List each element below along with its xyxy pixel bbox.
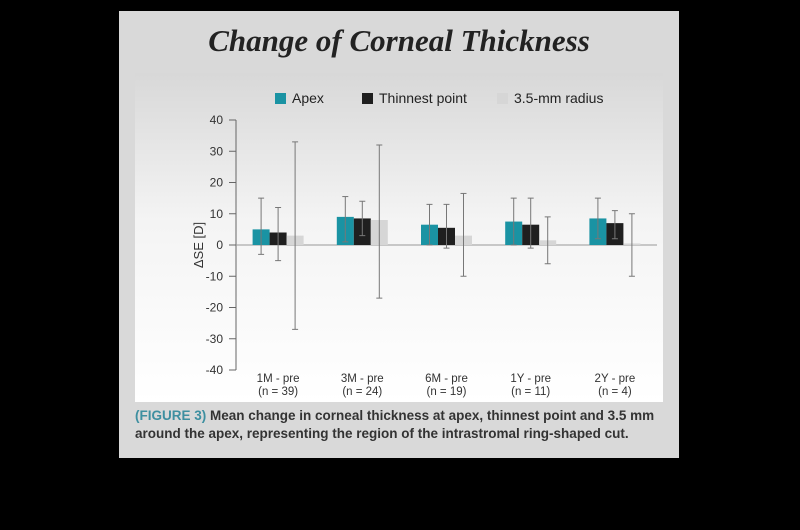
y-tick-label: -40 [206, 363, 224, 377]
y-tick-label: 0 [216, 238, 223, 252]
x-tick-label: 1M - pre [257, 373, 300, 385]
legend-label: 3.5-mm radius [514, 90, 603, 106]
x-tick-label: 2Y - pre [595, 373, 636, 385]
caption-label: (FIGURE 3) [135, 408, 207, 423]
figure-caption: (FIGURE 3) Mean change in corneal thickn… [135, 407, 665, 443]
legend-swatch [497, 93, 508, 104]
y-tick-label: 40 [210, 113, 224, 127]
x-tick-label: 6M - pre [425, 373, 468, 385]
y-axis: 40 30 20 10 0 -10 -20 -30 -40 [206, 113, 657, 377]
x-tick-sublabel: (n = 39) [258, 386, 298, 398]
figure-card: Change of Corneal Thickness Apex Thinnest… [119, 11, 679, 458]
bars [252, 141, 641, 330]
y-axis-label: ΔSE [D] [191, 222, 206, 268]
legend-swatch [275, 93, 286, 104]
caption-text: Mean change in corneal thickness at apex… [135, 408, 655, 441]
x-tick-sublabel: (n = 19) [427, 386, 467, 398]
y-tick-label: -20 [206, 301, 224, 315]
figure-title: Change of Corneal Thickness [208, 23, 590, 58]
y-tick-label: 20 [210, 176, 224, 190]
y-tick-label: 30 [210, 144, 224, 158]
legend-label: Apex [292, 90, 324, 106]
legend-label: Thinnest point [379, 90, 467, 106]
x-tick-sublabel: (n = 11) [511, 386, 550, 398]
x-axis-labels: 1M - pre(n = 39) 3M - pre(n = 24) 6M - pre… [257, 373, 636, 398]
x-tick-label: 1Y - pre [510, 373, 551, 385]
x-tick-label: 3M - pre [341, 373, 384, 385]
x-tick-sublabel: (n = 24) [342, 386, 382, 398]
y-tick-label: -30 [206, 332, 224, 346]
chart: Apex Thinnest point 3.5-mm radius ΔSE [D] … [191, 90, 657, 398]
legend: Apex Thinnest point 3.5-mm radius [275, 90, 603, 106]
y-tick-label: 10 [210, 207, 224, 221]
legend-swatch [362, 93, 373, 104]
y-tick-label: -10 [206, 269, 224, 283]
chart-panel: Apex Thinnest point 3.5-mm radius ΔSE [D] … [135, 73, 663, 402]
x-tick-sublabel: (n = 4) [598, 386, 632, 398]
